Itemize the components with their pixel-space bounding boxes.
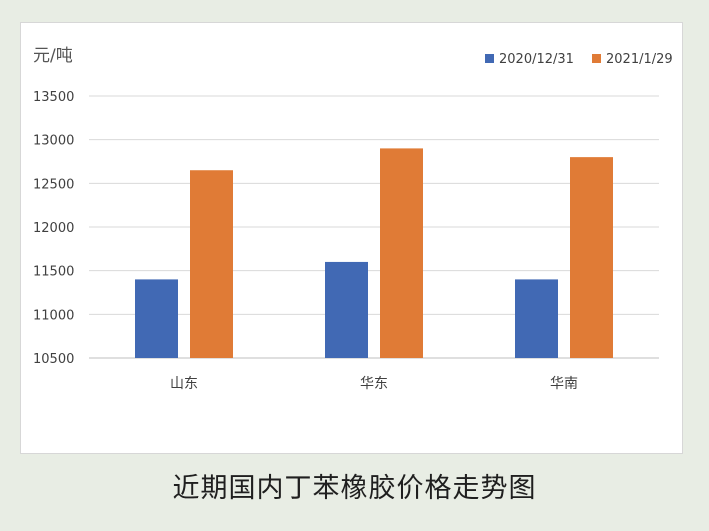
y-tick-label: 13000	[33, 134, 74, 149]
x-tick-label: 华东	[360, 376, 388, 392]
y-tick-label: 13500	[33, 90, 74, 105]
y-axis-unit-label: 元/吨	[33, 46, 73, 66]
y-tick-label: 12500	[33, 177, 74, 192]
bar	[515, 279, 558, 358]
bar-chart: 元/吨 10500110001150012000125001300013500 …	[33, 46, 673, 392]
bar	[380, 148, 423, 358]
bar	[190, 170, 233, 358]
bar	[325, 261, 368, 358]
legend-label: 2020/12/31	[499, 52, 574, 67]
x-axis-ticks: 山东 华东 华南	[170, 376, 578, 392]
x-tick-label: 华南	[550, 376, 578, 392]
legend-swatch	[485, 54, 494, 63]
legend-swatch	[592, 54, 601, 63]
bars	[135, 148, 613, 358]
y-tick-label: 11000	[33, 308, 74, 323]
bar	[135, 279, 178, 358]
grid-lines	[89, 95, 659, 359]
y-tick-label: 12000	[33, 221, 74, 236]
chart-area: 元/吨 10500 11000 11500 12000 12500 13000 13500 …	[20, 22, 683, 454]
legend-label: 2021/1/29	[606, 52, 673, 67]
legend: 2020/12/31 2021/1/29	[485, 52, 673, 67]
y-tick-label: 10500	[33, 352, 74, 367]
y-axis-ticks: 10500 11000 11500 12000 12500 13000 13500	[33, 90, 74, 367]
y-tick-label: 11500	[33, 265, 74, 280]
x-tick-label: 山东	[170, 376, 198, 392]
figure-caption: 近期国内丁苯橡胶价格走势图	[172, 473, 537, 504]
bar	[570, 157, 613, 358]
